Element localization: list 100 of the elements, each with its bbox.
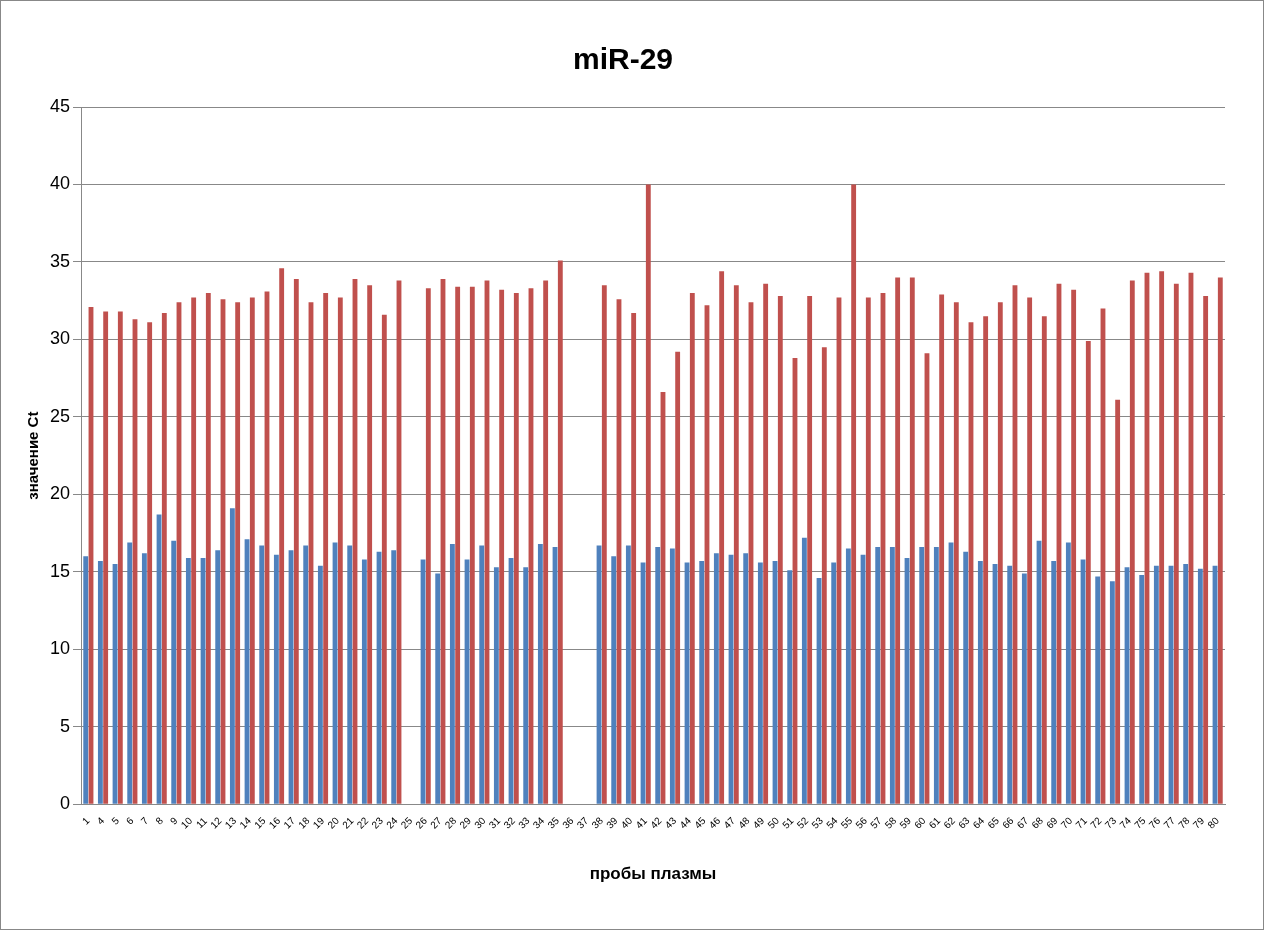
bar [1139, 574, 1145, 804]
x-tick-label: 73 [1102, 814, 1119, 831]
bar [391, 550, 397, 804]
y-tick-label: 45 [49, 95, 71, 116]
x-tick-label: 62 [941, 814, 958, 831]
x-tick-label: 50 [765, 814, 782, 831]
x-tick-label: 22 [354, 814, 371, 831]
bar [455, 286, 461, 804]
x-tick-label: 47 [721, 814, 738, 831]
x-tick-label: 9 [168, 814, 181, 827]
x-tick-label: 76 [1146, 814, 1163, 831]
bar [763, 283, 769, 804]
bar [719, 271, 725, 804]
bar [699, 560, 705, 804]
x-tick-label: 54 [824, 814, 841, 831]
bar [1051, 560, 1057, 804]
x-tick-label: 40 [618, 814, 635, 831]
x-tick-label: 33 [516, 814, 533, 831]
x-tick-label: 38 [589, 814, 606, 831]
x-tick-label: 35 [545, 814, 562, 831]
bar [909, 277, 915, 804]
x-tick-label: 8 [153, 814, 166, 827]
bar [229, 508, 235, 804]
bar [1007, 565, 1013, 804]
bar [259, 545, 265, 804]
bar [425, 288, 431, 804]
x-tick-label: 66 [1000, 814, 1016, 831]
bar [557, 260, 563, 804]
bar [983, 316, 989, 804]
bar [117, 311, 123, 804]
bar [777, 296, 783, 804]
bar [851, 184, 857, 804]
x-tick-label: 23 [369, 814, 386, 831]
x-tick-label: 61 [926, 814, 943, 831]
y-tick-label: 25 [49, 405, 71, 426]
x-tick-label: 71 [1073, 814, 1090, 831]
bar [807, 296, 813, 804]
x-tick-label: 17 [281, 814, 298, 831]
bar [743, 553, 749, 804]
x-tick-label: 74 [1117, 814, 1134, 831]
bar [933, 547, 939, 804]
bar [611, 556, 617, 804]
bar [831, 562, 837, 804]
bar [141, 553, 147, 804]
bar [185, 557, 191, 804]
x-tick-label: 41 [633, 814, 650, 831]
bar [1109, 581, 1115, 804]
x-tick-label: 31 [486, 814, 503, 831]
bar [889, 547, 895, 804]
bar [1159, 271, 1165, 804]
bar [963, 551, 969, 804]
y-tick-label: 10 [49, 638, 71, 659]
x-tick-label: 18 [296, 814, 313, 831]
x-tick-label: 11 [193, 814, 210, 831]
bar [479, 545, 485, 804]
x-tick-label: 53 [809, 814, 826, 831]
y-tick-label: 30 [49, 328, 71, 349]
bar [713, 553, 719, 804]
bar [1095, 576, 1101, 804]
bar [1115, 399, 1121, 804]
x-tick-label: 15 [252, 814, 269, 831]
x-tick-label: 79 [1190, 814, 1207, 831]
bar [127, 542, 133, 804]
bar [625, 545, 631, 804]
x-tick-label: 6 [124, 814, 137, 827]
x-tick-label: 29 [457, 814, 474, 831]
x-tick-label: 14 [237, 814, 254, 831]
x-tick-label: 30 [472, 814, 489, 831]
x-tick-label: 20 [325, 814, 342, 831]
y-tick-label: 40 [49, 173, 71, 194]
bar [513, 292, 519, 804]
x-tick-label: 72 [1088, 814, 1104, 831]
x-tick-label: 12 [208, 814, 225, 831]
bar [97, 560, 103, 804]
bar [845, 548, 851, 804]
bar [821, 347, 827, 804]
x-tick-label: 36 [560, 814, 577, 831]
bar [249, 297, 255, 804]
x-tick-label: 57 [868, 814, 885, 831]
bar [103, 311, 109, 804]
x-tick-label: 78 [1176, 814, 1192, 831]
x-tick-label: 39 [604, 814, 621, 831]
bar [675, 351, 681, 804]
bar [83, 556, 89, 804]
bar [381, 314, 387, 804]
bar [537, 543, 543, 804]
bar [293, 278, 299, 804]
x-tick-label: 64 [970, 814, 987, 831]
bar [1153, 565, 1159, 804]
bar [601, 285, 607, 804]
x-tick-label: 26 [413, 814, 430, 831]
bar [235, 302, 241, 804]
x-tick-label: 25 [398, 814, 415, 831]
y-tick-label: 5 [60, 715, 71, 736]
bar [469, 286, 475, 804]
x-tick-label: 42 [648, 814, 665, 831]
bar [631, 313, 637, 804]
x-tick-label: 51 [780, 814, 797, 831]
x-tick-label: 59 [897, 814, 914, 831]
y-tick-label: 15 [49, 560, 71, 581]
